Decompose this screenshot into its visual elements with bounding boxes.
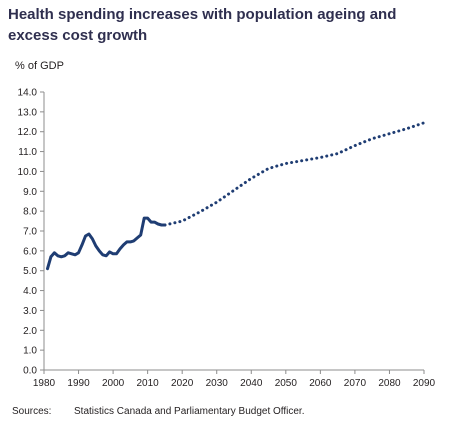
y-tick-label: 1.0 bbox=[23, 346, 37, 357]
x-tick-label: 2050 bbox=[275, 378, 298, 389]
y-axis-unit-label: % of GDP bbox=[15, 60, 64, 72]
x-tick-label: 2000 bbox=[102, 378, 125, 389]
y-tick-label: 12.0 bbox=[18, 127, 38, 138]
chart-axes: 0.0 1.0 2.0 3.0 4.0 5.0 6.0 7.0 8.0 9.0 10.0 11.0 12… bbox=[18, 88, 436, 390]
x-tick-label: 2030 bbox=[206, 378, 229, 389]
series-line-historical bbox=[46, 216, 167, 271]
source-text: Statistics Canada and Parliamentary Budg… bbox=[74, 406, 305, 417]
y-tick-label: 11.0 bbox=[18, 147, 37, 158]
x-tick-label: 2070 bbox=[344, 378, 367, 389]
y-tick-label: 10.0 bbox=[18, 167, 38, 178]
x-tick-label: 2020 bbox=[171, 378, 194, 389]
y-tick-label: 5.0 bbox=[23, 266, 37, 277]
y-tick-label: 2.0 bbox=[23, 326, 37, 337]
x-tick-label: 2060 bbox=[309, 378, 332, 389]
x-tick-label: 2080 bbox=[378, 378, 401, 389]
x-tick-label: 2040 bbox=[240, 378, 263, 389]
source-note: Sources: Statistics Canada and Parliament… bbox=[12, 406, 305, 417]
y-tick-label: 14.0 bbox=[18, 88, 38, 99]
y-tick-label: 3.0 bbox=[23, 306, 37, 317]
y-tick-label: 13.0 bbox=[18, 107, 38, 118]
y-tick-label: 7.0 bbox=[23, 227, 37, 238]
y-tick-label: 0.0 bbox=[23, 366, 37, 377]
y-tick-label: 8.0 bbox=[23, 207, 37, 218]
source-label: Sources: bbox=[12, 406, 52, 417]
chart-series bbox=[46, 121, 426, 271]
y-tick-label: 4.0 bbox=[23, 286, 37, 297]
x-tick-label: 2010 bbox=[137, 378, 160, 389]
y-tick-label: 9.0 bbox=[23, 187, 37, 198]
series-line-projection bbox=[163, 121, 426, 227]
x-tick-label: 2090 bbox=[413, 378, 436, 389]
x-tick-label: 1980 bbox=[33, 378, 56, 389]
y-tick-label: 6.0 bbox=[23, 246, 37, 257]
x-tick-label: 1990 bbox=[67, 378, 90, 389]
chart-title: Health spending increases with populatio… bbox=[8, 6, 397, 44]
